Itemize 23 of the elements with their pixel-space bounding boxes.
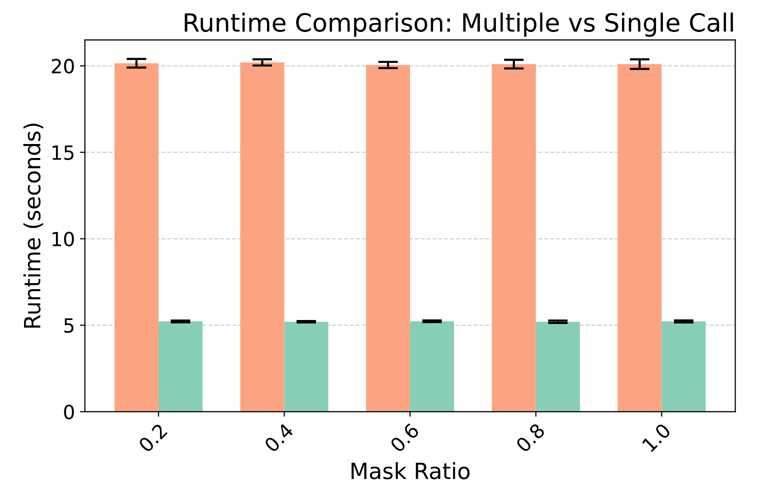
bar (536, 322, 580, 412)
bar (618, 64, 662, 412)
bar (284, 322, 328, 412)
bar (366, 64, 410, 412)
bar (240, 62, 284, 412)
x-tick-label: 0.2 (138, 423, 168, 453)
bar (158, 321, 203, 412)
bar (410, 321, 454, 412)
x-axis-title: Mask Ratio (352, 462, 470, 480)
x-tick-label: 0.4 (264, 422, 294, 453)
x-tick-label: 1.0 (642, 422, 672, 452)
x-tick-label: 0.8 (515, 422, 546, 453)
x-tick-label: 0.6 (389, 422, 420, 453)
y-tick-label: 5 (64, 318, 74, 333)
y-axis-title: Runtime (seconds) (23, 124, 44, 328)
y-tick-label: 20 (52, 58, 74, 74)
bar (114, 63, 158, 412)
chart-title: Runtime Comparison: Multiple vs Single Call (184, 12, 733, 37)
y-tick-label: 0 (64, 404, 74, 420)
bar (662, 321, 706, 412)
bar (492, 64, 536, 412)
y-tick-label: 10 (52, 232, 74, 246)
y-tick-label: 15 (52, 146, 74, 160)
